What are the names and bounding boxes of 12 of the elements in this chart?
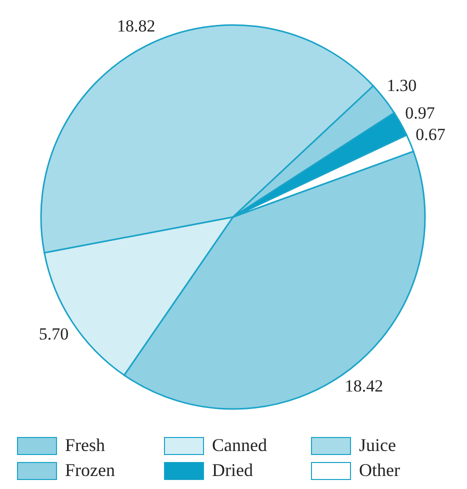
data-label: 1.30 xyxy=(386,76,417,95)
legend-label: Other xyxy=(359,460,400,481)
legend-label: Canned xyxy=(212,435,267,456)
legend-label: Juice xyxy=(359,435,396,456)
data-label: 0.97 xyxy=(405,104,436,123)
data-label: 18.82 xyxy=(117,16,156,36)
data-label: 18.42 xyxy=(344,376,384,396)
legend-label: Frozen xyxy=(65,460,115,481)
legend-label: Dried xyxy=(212,460,253,481)
data-label: 5.70 xyxy=(38,324,69,344)
data-label: 0.67 xyxy=(416,125,446,144)
legend-label: Fresh xyxy=(65,435,105,456)
